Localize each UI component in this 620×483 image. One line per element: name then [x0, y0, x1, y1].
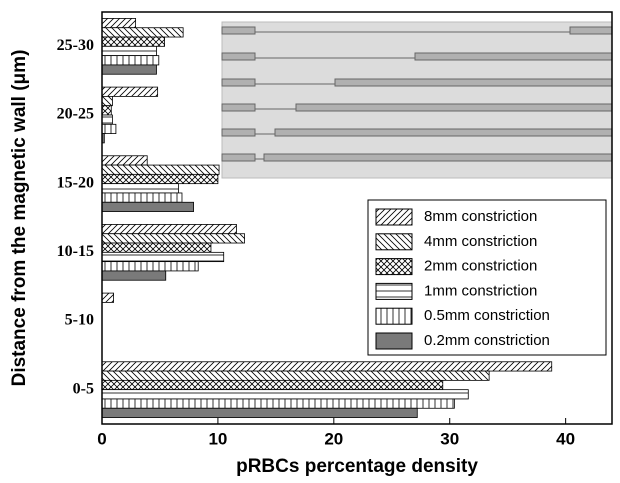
bar: [101, 36, 165, 47]
bar: [101, 18, 137, 29]
y-tick-label: 10-15: [57, 243, 94, 260]
x-tick-label: 10: [208, 429, 227, 448]
legend-swatch: [375, 332, 413, 350]
bar: [101, 370, 490, 381]
legend-label: 8mm constriction: [424, 208, 537, 225]
bar: [101, 379, 444, 391]
bar: [101, 155, 148, 166]
inset-image: [221, 21, 613, 179]
bar: [101, 123, 117, 135]
bar: [101, 55, 160, 66]
y-tick-label: 5-10: [65, 312, 94, 329]
y-tick-label: 15-20: [57, 174, 94, 191]
bar: [101, 201, 194, 212]
legend-swatch: [375, 208, 413, 226]
bar: [101, 407, 418, 418]
legend-label: 4mm constriction: [424, 233, 537, 250]
bar: [101, 86, 159, 97]
y-tick-label: 25-30: [57, 37, 94, 54]
bar: [101, 251, 225, 263]
bar: [101, 164, 220, 175]
bar: [101, 292, 114, 303]
plot-frame: [101, 11, 613, 425]
x-tick-label: 0: [97, 429, 106, 448]
bar: [101, 27, 184, 38]
bar: [101, 192, 183, 203]
y-axis-title: Distance from the magnetic wall (μm): [9, 50, 30, 387]
bar: [101, 173, 219, 185]
x-axis-title: pRBCs percentage density: [236, 456, 478, 477]
legend: [367, 199, 607, 356]
x-tick-label: 20: [324, 429, 343, 448]
legend-label: 0.5mm constriction: [424, 307, 550, 324]
bar: [101, 398, 455, 409]
bar: [101, 45, 157, 57]
bar: [101, 105, 112, 116]
legend-label: 1mm constriction: [424, 282, 537, 299]
legend-swatch: [375, 282, 413, 300]
bar: [101, 224, 237, 235]
bar: [101, 183, 179, 194]
bar: [101, 389, 469, 400]
bar: [101, 242, 212, 253]
legend-swatch: [375, 307, 413, 325]
bar: [101, 96, 113, 107]
legend-label: 2mm constriction: [424, 258, 537, 275]
bar: [101, 114, 113, 125]
legend-swatch: [375, 233, 413, 251]
bar: [101, 270, 167, 281]
y-tick-label: 20-25: [57, 106, 94, 123]
legend-swatch: [375, 258, 413, 276]
bar: [101, 261, 199, 272]
bar: [101, 233, 245, 244]
y-tick-label: 0-5: [73, 380, 94, 397]
bar: [101, 361, 553, 372]
x-tick-label: 40: [556, 429, 575, 448]
x-tick-label: 30: [440, 429, 459, 448]
legend-label: 0.2mm constriction: [424, 332, 550, 349]
bar: [101, 64, 157, 75]
